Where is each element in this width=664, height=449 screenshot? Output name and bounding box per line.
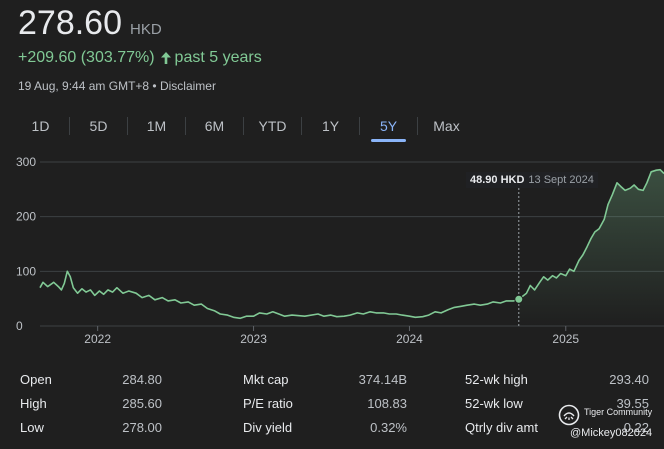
x-tick-label: 2022: [84, 332, 111, 346]
watermark-brand: Tiger Community: [584, 407, 653, 417]
y-tick-label: 100: [16, 264, 36, 278]
range-tab-1d[interactable]: 1D: [31, 118, 50, 134]
key-stats-col-2: Mkt cap 374.14B P/E ratio 108.83 Div yield…: [243, 368, 407, 440]
range-divider: [301, 117, 302, 135]
stat-label: Qtrly div amt: [465, 420, 538, 435]
range-divider: [243, 117, 244, 135]
change-value: +209.60 (303.77%): [18, 49, 155, 66]
range-divider: [127, 117, 128, 135]
stat-value: 284.80: [122, 372, 162, 387]
chart-tooltip: 48.90 HKD 13 Sept 2024: [466, 172, 598, 188]
stat-value: 108.83: [367, 396, 407, 411]
price-chart[interactable]: 300 200 100 0 2022 2023 2024 2025: [0, 146, 664, 354]
stat-value: 293.40: [609, 372, 649, 387]
range-tab-6m[interactable]: 6M: [204, 118, 225, 134]
stat-value: 0.32%: [370, 420, 407, 435]
range-tab-ytd[interactable]: YTD: [258, 118, 287, 134]
stat-label: Open: [20, 372, 52, 387]
meta-separator: •: [149, 79, 160, 93]
key-stats-col-3: 52-wk high 293.40 52-wk low 39.55 Qtrly di…: [465, 368, 649, 440]
stat-label: 52-wk low: [465, 396, 523, 411]
range-divider: [185, 117, 186, 135]
y-tick-label: 300: [16, 155, 36, 169]
stat-row-div-yield: Div yield 0.32%: [243, 416, 407, 440]
tooltip-date: 13 Sept 2024: [528, 174, 594, 186]
currency-code: HKD: [130, 21, 162, 38]
stat-value: 285.60: [122, 396, 162, 411]
stat-label: Mkt cap: [243, 372, 289, 387]
change-period: past 5 years: [174, 49, 262, 66]
stat-label: High: [20, 396, 47, 411]
stat-value: 374.14B: [358, 372, 407, 387]
stat-row-mkt-cap: Mkt cap 374.14B: [243, 368, 407, 392]
disclaimer-link[interactable]: Disclaimer: [159, 79, 216, 93]
range-selector: 1D 5D 1M 6M YTD 1Y 5Y Max: [12, 112, 475, 142]
stat-row-low: Low 278.00: [20, 416, 162, 440]
current-price: 278.60: [18, 4, 122, 42]
stat-label: P/E ratio: [243, 396, 293, 411]
stat-value: 0.22: [623, 420, 649, 435]
stat-row-52wk-low: 52-wk low 39.55: [465, 392, 649, 416]
quote-meta: 19 Aug, 9:44 am GMT+8 • Disclaimer: [18, 79, 216, 93]
stat-row-qtrly-div: Qtrly div amt 0.22: [465, 416, 649, 440]
price-series-line: [39, 168, 664, 320]
stat-label: Div yield: [243, 420, 293, 435]
y-tick-label: 200: [16, 210, 36, 224]
range-tab-5y[interactable]: 5Y: [360, 114, 417, 142]
range-tab-5d[interactable]: 5D: [89, 118, 108, 134]
price-header: 278.60 HKD: [18, 4, 162, 43]
key-stats-col-1: Open 284.80 High 285.60 Low 278.00: [20, 368, 162, 440]
highlight-point: [514, 294, 524, 304]
x-tick-label: 2024: [396, 332, 423, 346]
stat-value: 39.55: [616, 396, 649, 411]
stat-row-open: Open 284.80: [20, 368, 162, 392]
arrow-up-icon: [160, 52, 171, 64]
range-tab-max[interactable]: Max: [433, 118, 460, 134]
range-divider: [69, 117, 70, 135]
stat-row-52wk-high: 52-wk high 293.40: [465, 368, 649, 392]
watermark-user: @Mickey082024: [570, 427, 653, 439]
range-divider: [417, 117, 418, 135]
tiger-logo-icon: [558, 404, 580, 426]
y-tick-label: 0: [16, 319, 23, 333]
community-watermark: Tiger Community @Mickey082024: [558, 402, 662, 442]
x-tick-label: 2023: [240, 332, 267, 346]
x-tick-label: 2025: [552, 332, 579, 346]
price-change: +209.60 (303.77%) past 5 years: [18, 49, 262, 67]
quote-timestamp: 19 Aug, 9:44 am GMT+8: [18, 79, 150, 93]
stat-label: 52-wk high: [465, 372, 528, 387]
stat-row-pe-ratio: P/E ratio 108.83: [243, 392, 407, 416]
range-tab-1y[interactable]: 1Y: [321, 118, 340, 134]
stat-row-high: High 285.60: [20, 392, 162, 416]
range-tab-1m[interactable]: 1M: [146, 118, 167, 134]
stat-value: 278.00: [122, 420, 162, 435]
stat-label: Low: [20, 420, 44, 435]
tooltip-value: 48.90 HKD: [470, 174, 525, 186]
range-divider: [359, 117, 360, 135]
series-area: [518, 169, 664, 326]
